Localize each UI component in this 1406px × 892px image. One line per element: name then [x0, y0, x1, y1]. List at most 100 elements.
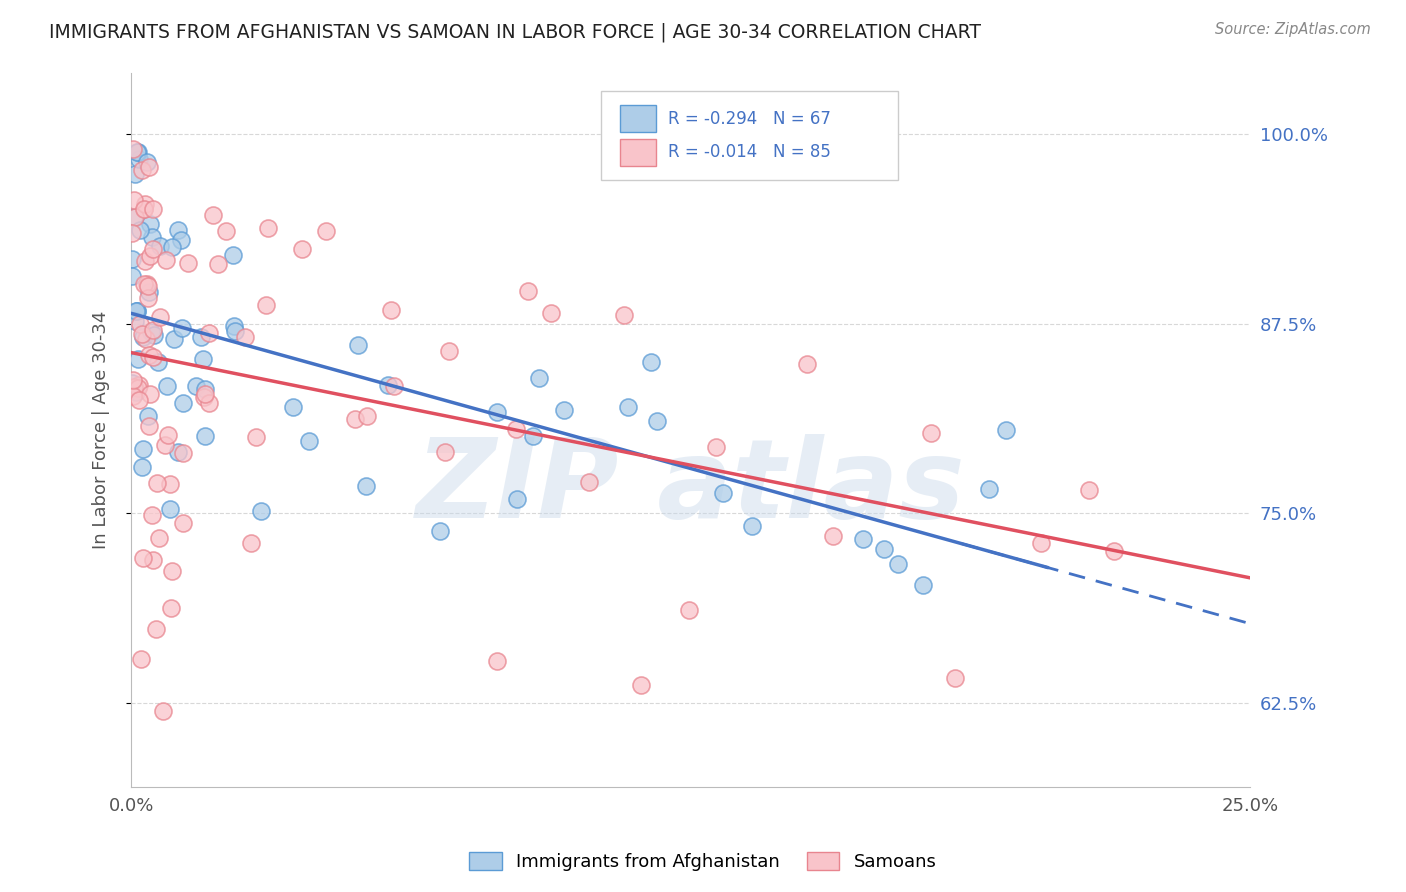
- Point: [281, 401, 304, 415]
- Point: [166, 445, 188, 459]
- Point: [122, 389, 145, 403]
- Point: [439, 344, 461, 359]
- Point: [578, 475, 600, 489]
- Point: [517, 285, 540, 299]
- Point: [128, 393, 150, 408]
- Point: [157, 428, 180, 442]
- Point: [142, 202, 165, 217]
- Point: [704, 440, 727, 454]
- Point: [356, 409, 378, 423]
- Point: [254, 298, 277, 312]
- Point: [134, 277, 156, 291]
- Point: [128, 223, 150, 237]
- Point: [222, 247, 245, 261]
- Point: [139, 217, 162, 231]
- Point: [224, 325, 246, 339]
- FancyBboxPatch shape: [602, 91, 897, 180]
- Point: [741, 519, 763, 533]
- Point: [160, 564, 183, 578]
- Point: [215, 224, 238, 238]
- Point: [159, 601, 181, 615]
- Text: ZIP atlas: ZIP atlas: [416, 434, 966, 541]
- Point: [128, 317, 150, 331]
- Point: [122, 373, 145, 387]
- Point: [224, 319, 246, 334]
- Point: [142, 242, 165, 256]
- Point: [145, 622, 167, 636]
- Point: [194, 382, 217, 396]
- Point: [121, 226, 143, 240]
- Point: [138, 348, 160, 362]
- Point: [159, 477, 181, 491]
- Point: [148, 531, 170, 545]
- Point: [142, 327, 165, 342]
- Point: [194, 386, 217, 401]
- Point: [887, 557, 910, 571]
- Point: [141, 508, 163, 522]
- Point: [156, 378, 179, 392]
- Point: [343, 412, 366, 426]
- Point: [184, 378, 207, 392]
- Point: [152, 704, 174, 718]
- Point: [131, 460, 153, 475]
- Point: [613, 308, 636, 322]
- Point: [139, 326, 162, 340]
- Point: [125, 384, 148, 399]
- Point: [851, 533, 873, 547]
- Point: [139, 387, 162, 401]
- Point: [193, 390, 215, 404]
- Point: [129, 652, 152, 666]
- Point: [122, 210, 145, 224]
- Point: [256, 220, 278, 235]
- Point: [346, 337, 368, 351]
- Point: [995, 423, 1018, 437]
- Point: [630, 678, 652, 692]
- Point: [138, 418, 160, 433]
- Point: [155, 253, 177, 268]
- Point: [142, 350, 165, 364]
- Point: [291, 242, 314, 256]
- Point: [124, 167, 146, 181]
- Point: [128, 153, 150, 167]
- Point: [124, 304, 146, 318]
- Point: [911, 578, 934, 592]
- Point: [121, 142, 143, 156]
- Point: [873, 541, 896, 556]
- Point: [142, 323, 165, 337]
- Point: [149, 239, 172, 253]
- Point: [138, 160, 160, 174]
- Point: [678, 603, 700, 617]
- Text: R = -0.294   N = 67: R = -0.294 N = 67: [668, 110, 831, 128]
- Text: R = -0.014   N = 85: R = -0.014 N = 85: [668, 144, 831, 161]
- Point: [198, 326, 221, 341]
- Point: [127, 351, 149, 366]
- Point: [377, 378, 399, 392]
- Point: [177, 255, 200, 269]
- Point: [159, 502, 181, 516]
- Point: [527, 371, 550, 385]
- Point: [166, 223, 188, 237]
- Point: [796, 357, 818, 371]
- Point: [522, 429, 544, 443]
- Point: [486, 654, 509, 668]
- Point: [134, 202, 156, 216]
- Point: [434, 444, 457, 458]
- Point: [380, 303, 402, 318]
- Point: [122, 380, 145, 394]
- Point: [429, 524, 451, 538]
- Point: [153, 438, 176, 452]
- Point: [172, 516, 194, 530]
- Point: [505, 422, 527, 436]
- Point: [138, 285, 160, 300]
- Point: [197, 396, 219, 410]
- Point: [122, 193, 145, 207]
- FancyBboxPatch shape: [620, 138, 657, 166]
- Point: [136, 409, 159, 423]
- Point: [172, 396, 194, 410]
- Point: [121, 252, 143, 266]
- Point: [239, 536, 262, 550]
- Point: [505, 491, 527, 506]
- Point: [540, 306, 562, 320]
- Point: [125, 304, 148, 318]
- Point: [354, 479, 377, 493]
